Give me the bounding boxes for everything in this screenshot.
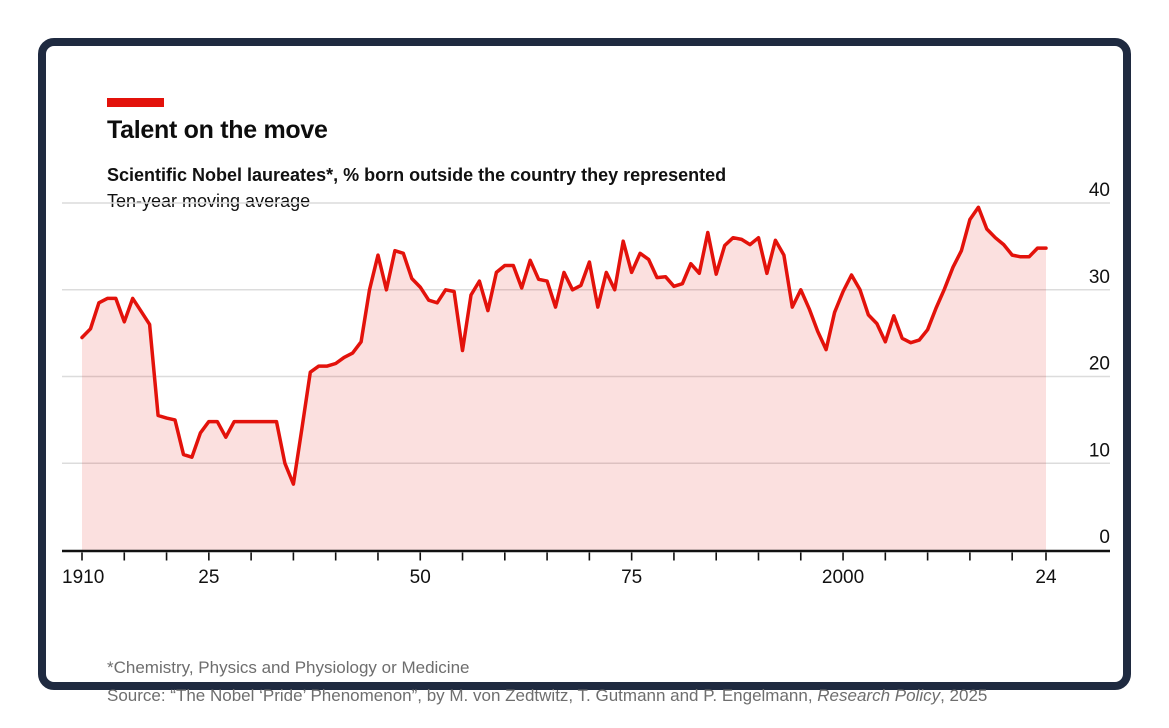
chart-footnote: *Chemistry, Physics and Physiology or Me… (107, 658, 470, 677)
chart-source: Source: “The Nobel ‘Pride’ Phenomenon”, … (107, 686, 987, 706)
headline-tag-bar (107, 98, 164, 107)
source-prefix: Source: “The Nobel ‘Pride’ Phenomenon”, … (107, 686, 818, 705)
chart-note: Ten-year moving average (107, 191, 311, 211)
source-suffix: , 2025 (940, 686, 988, 705)
chart-title: Talent on the move (107, 116, 328, 144)
source-journal: Research Policy (817, 686, 941, 705)
chart-subtitle: Scientific Nobel laureates*, % born outs… (107, 165, 727, 185)
chart-card: Talent on the move Scientific Nobel laur… (38, 38, 1131, 705)
